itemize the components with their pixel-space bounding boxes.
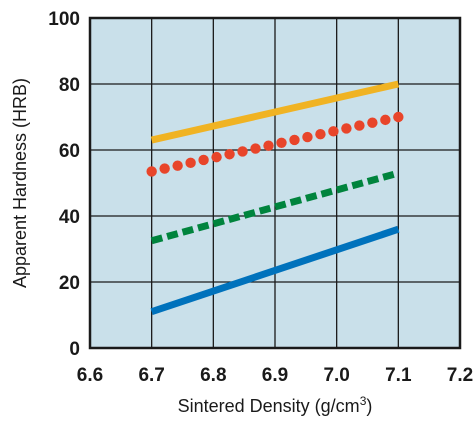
y-tick-label-4: 80 [59, 75, 80, 96]
series-1-dot-9 [263, 140, 274, 151]
series-1-dot-3 [185, 157, 196, 169]
y-tick-label-3: 60 [59, 141, 80, 162]
series-1-dot-8 [250, 143, 261, 154]
x-axis-label-suffix: ) [366, 396, 372, 416]
x-axis-label: Sintered Density (g/cm3) [178, 394, 373, 416]
data-series [146, 80, 404, 316]
x-tick-label-0: 6.6 [77, 365, 103, 386]
series-1-dot-17 [367, 117, 378, 128]
x-tick-label-1: 6.7 [138, 365, 164, 386]
x-tick-label-5: 7.1 [385, 365, 412, 386]
y-tick-label-2: 40 [59, 207, 80, 228]
series-1-dot-19 [393, 111, 404, 123]
series-1-dot-13 [315, 128, 326, 140]
y-tick-label-1: 20 [59, 273, 80, 294]
y-tick-label-0: 0 [69, 339, 80, 360]
series-1-dot-12 [302, 131, 313, 143]
series-1-dot-10 [276, 137, 287, 148]
x-tick-label-6: 7.2 [447, 365, 473, 386]
x-tick-label-2: 6.8 [200, 365, 226, 386]
y-axis-label: Apparent Hardness (HRB) [10, 78, 30, 288]
series-1-dot-2 [172, 160, 183, 171]
y-tick-label-5: 100 [48, 9, 80, 30]
x-tick-label-3: 6.9 [262, 365, 288, 386]
series-0-line [150, 80, 400, 144]
series-1-dot-7 [237, 146, 248, 157]
series-1-dot-11 [289, 134, 300, 146]
x-tick-labels: 6.6 6.7 6.8 6.9 7.0 7.1 7.2 [77, 365, 473, 386]
series-1-dot-5 [211, 151, 222, 163]
series-1-dot-16 [354, 120, 365, 131]
series-3-line [150, 225, 400, 316]
series-1-dot-0 [146, 166, 157, 177]
x-tick-label-4: 7.0 [323, 365, 349, 386]
series-1-dot-1 [159, 163, 170, 174]
x-axis-label-superscript: 3 [360, 394, 367, 408]
series-1-dot-6 [224, 149, 235, 160]
plot-frame [88, 16, 462, 350]
series-1-dot-4 [198, 154, 209, 166]
y-tick-labels: 0 20 40 60 80 100 [48, 9, 80, 360]
series-1-dot-18 [380, 114, 391, 126]
series-1-dot-15 [341, 123, 352, 134]
series-2-line [150, 169, 400, 245]
series-1-dot-14 [328, 126, 339, 137]
